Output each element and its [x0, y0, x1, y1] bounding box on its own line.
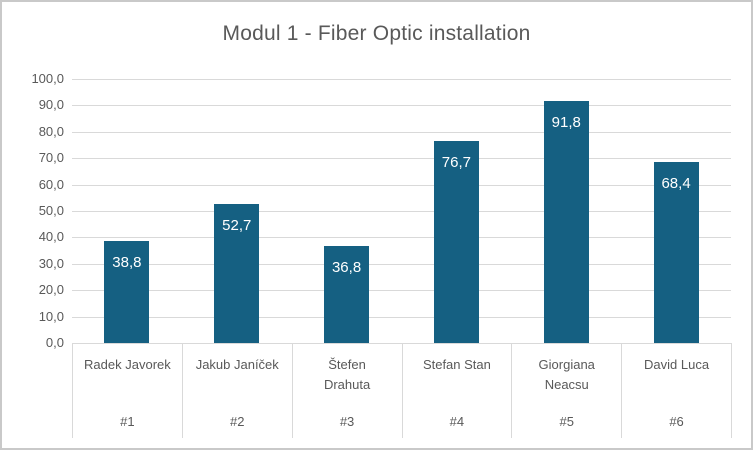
- y-gridline: [72, 131, 731, 133]
- bar: 91,8: [543, 100, 589, 343]
- y-axis-tick-label: 0,0: [45, 335, 64, 350]
- x-axis-category-cell: Radek Javorek #1: [72, 343, 182, 438]
- y-axis-tick-label: 50,0: [38, 203, 64, 218]
- y-gridline: [72, 237, 731, 239]
- y-axis-tick-label: 90,0: [38, 97, 64, 113]
- bar: 36,8: [324, 245, 370, 343]
- bar-value-label: 76,7: [441, 153, 471, 171]
- y-axis-tick-label: 40,0: [38, 229, 64, 245]
- x-axis-category-name: David Luca: [644, 357, 710, 372]
- bar-value-label: 68,4: [661, 175, 691, 193]
- x-axis-category-tag: #2: [230, 414, 245, 429]
- bar: 52,7: [214, 203, 260, 343]
- y-axis-tick-label: 80,0: [38, 123, 64, 139]
- x-axis-category-cell: Stefan Stan #4: [401, 343, 512, 438]
- x-axis-category-tag: #1: [120, 414, 135, 429]
- y-axis-tick-label: 70,0: [38, 150, 64, 166]
- x-axis-category-tag: #4: [449, 414, 465, 429]
- x-axis-category-name: Giorgiana Neacsu: [538, 357, 595, 392]
- bar-value-label: 38,8: [112, 253, 142, 271]
- bar-value-label: 36,8: [331, 258, 362, 276]
- x-axis-category-cell: Jakub Janíček #2: [181, 343, 292, 438]
- y-gridline: [72, 316, 731, 318]
- y-gridline: [72, 105, 731, 107]
- bar: 68,4: [653, 162, 699, 343]
- x-axis-category-tag: #3: [339, 414, 355, 429]
- x-axis-category-cell: Giorgiana Neacsu #5: [511, 343, 621, 438]
- x-axis-category-tag: #5: [559, 414, 574, 429]
- x-axis-category-cell: Štefen Drahuta #3: [291, 343, 402, 438]
- y-axis-tick-label: 60,0: [38, 176, 64, 192]
- x-axis-category-cell: David Luca #6: [621, 343, 732, 438]
- y-gridline: [72, 290, 731, 292]
- x-axis-category-name: Radek Javorek: [84, 357, 171, 372]
- bar-value-label: 52,7: [222, 216, 252, 234]
- bar: 76,7: [433, 140, 479, 343]
- y-axis-tick-label: 30,0: [38, 255, 64, 271]
- x-axis-category-tag: #6: [669, 414, 684, 429]
- y-gridline: [72, 158, 731, 160]
- y-gridline: [72, 184, 731, 186]
- y-axis-tick-label: 10,0: [38, 308, 64, 324]
- y-gridline: [72, 263, 731, 265]
- y-gridline: [72, 79, 731, 80]
- y-axis-tick-label: 20,0: [38, 282, 64, 298]
- bar: 38,8: [104, 240, 150, 343]
- chart-title: Modul 1 - Fiber Optic installation: [222, 22, 531, 45]
- x-axis-category-name: Štefen Drahuta: [323, 357, 371, 392]
- y-gridline: [72, 211, 731, 212]
- bar-value-label: 91,8: [551, 113, 581, 131]
- x-axis-category-name: Jakub Janíček: [195, 357, 279, 372]
- x-axis-category-name: Stefan Stan: [422, 357, 491, 372]
- y-axis-tick-label: 100,0: [31, 71, 64, 86]
